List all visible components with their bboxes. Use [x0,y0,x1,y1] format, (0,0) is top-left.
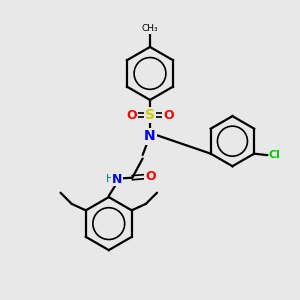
Text: Cl: Cl [269,150,281,160]
Text: CH₃: CH₃ [142,24,158,33]
Text: O: O [145,170,156,183]
Text: H: H [106,174,114,184]
Text: O: O [126,109,137,122]
Text: N: N [144,130,156,143]
Text: N: N [112,172,122,186]
Text: S: S [145,108,155,122]
Text: O: O [163,109,174,122]
